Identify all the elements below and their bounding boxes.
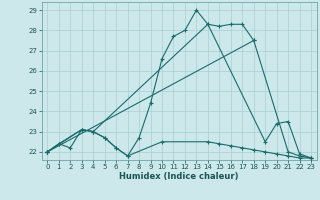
- X-axis label: Humidex (Indice chaleur): Humidex (Indice chaleur): [119, 172, 239, 181]
